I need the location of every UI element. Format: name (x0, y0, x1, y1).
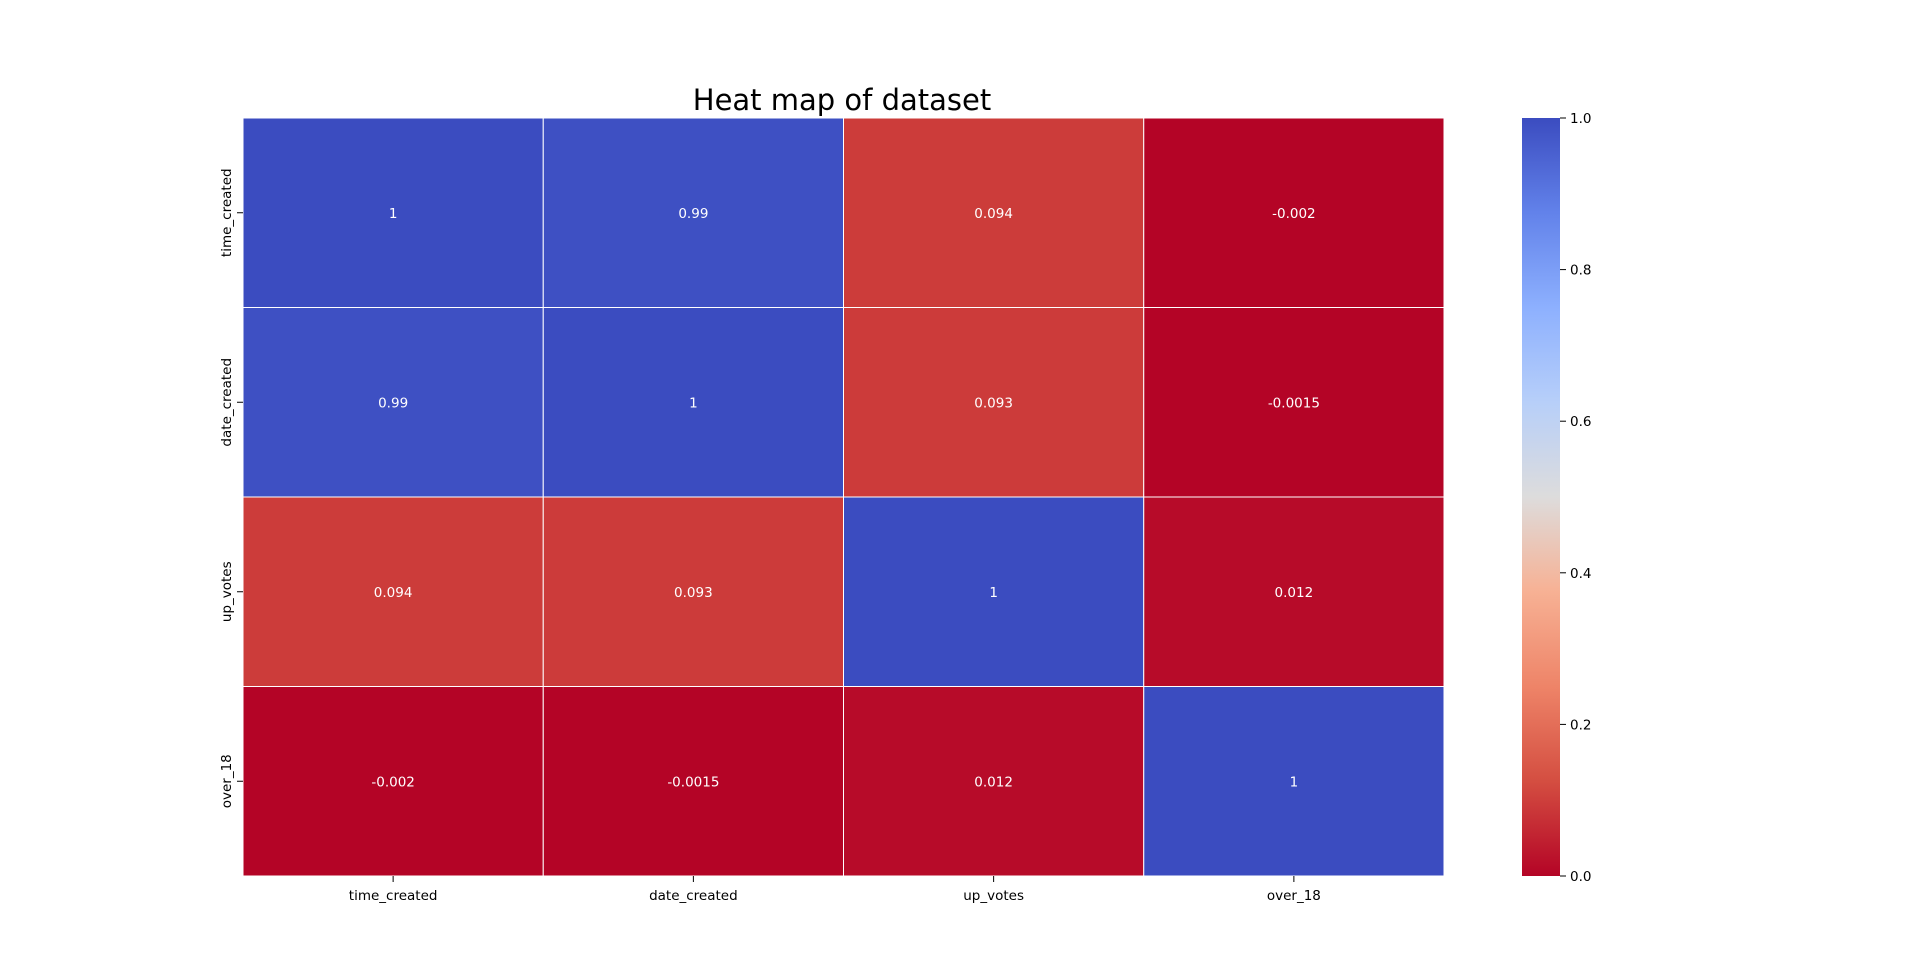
cell-annotation: 0.012 (1275, 585, 1314, 601)
heatmap-cell (542, 496, 844, 687)
cell-annotation: 0.99 (678, 206, 708, 222)
chart-title: Heat map of dataset (693, 83, 991, 117)
heatmap-cell (242, 686, 544, 877)
cell-annotation: 1 (989, 585, 998, 601)
cell-annotation: 0.094 (374, 585, 413, 601)
cell-annotation: -0.002 (371, 774, 415, 790)
heatmap-cell (1143, 496, 1445, 687)
colorbar-tick-label: 0.2 (1570, 717, 1591, 733)
heatmap-grid: 1 0.99 0.094 -0.002 0.99 1 0.093 -0.0015 0.094 0.… (242, 117, 1445, 877)
heatmap-cell (1143, 307, 1445, 498)
colorbar-ticks: 0.0 0.2 0.4 0.6 0.8 1.0 (1560, 111, 1591, 885)
colorbar-tick-label: 0.0 (1570, 869, 1591, 885)
cell-annotation: 0.093 (974, 395, 1013, 411)
cell-annotation: -0.002 (1272, 206, 1316, 222)
heatmap-cell (542, 686, 844, 877)
colorbar-tick-label: 0.8 (1570, 263, 1591, 279)
cell-annotation: 0.99 (378, 395, 408, 411)
colorbar: 0.0 0.2 0.4 0.6 0.8 1.0 (1522, 111, 1591, 885)
heatmap-cell (542, 117, 844, 308)
cell-annotation: 1 (1290, 774, 1299, 790)
cell-annotation: 1 (389, 206, 398, 222)
cell-annotation: 0.094 (974, 206, 1013, 222)
y-tick-label: time_created (219, 168, 235, 257)
heatmap-cell (1143, 686, 1445, 877)
heatmap-cell (542, 307, 844, 498)
heatmap-cell (1143, 117, 1445, 308)
x-tick-label: over_18 (1267, 888, 1321, 904)
cell-annotation: 0.012 (974, 774, 1013, 790)
cell-annotation: 0.093 (674, 585, 713, 601)
x-tick-label: date_created (649, 888, 738, 904)
heatmap-cell (843, 307, 1145, 498)
cell-annotation: -0.0015 (667, 774, 719, 790)
x-axis: time_created date_created up_votes over_18 (349, 876, 1321, 904)
colorbar-tick-label: 1.0 (1570, 111, 1591, 127)
x-tick-label: up_votes (963, 888, 1024, 904)
colorbar-tick-label: 0.6 (1570, 414, 1591, 430)
heatmap-cell (242, 307, 544, 498)
y-tick-label: up_votes (219, 561, 235, 622)
x-tick-label: time_created (349, 888, 438, 904)
colorbar-gradient (1522, 118, 1560, 876)
heatmap-cell (843, 686, 1145, 877)
y-tick-label: over_18 (219, 754, 235, 808)
y-axis: time_created date_created up_votes over_18 (219, 168, 243, 808)
y-tick-label: date_created (219, 358, 235, 447)
heatmap-cell (843, 117, 1145, 308)
heatmap-cell (242, 117, 544, 308)
cell-annotation: 1 (689, 395, 698, 411)
cell-annotation: -0.0015 (1268, 395, 1320, 411)
colorbar-tick-label: 0.4 (1570, 566, 1591, 582)
